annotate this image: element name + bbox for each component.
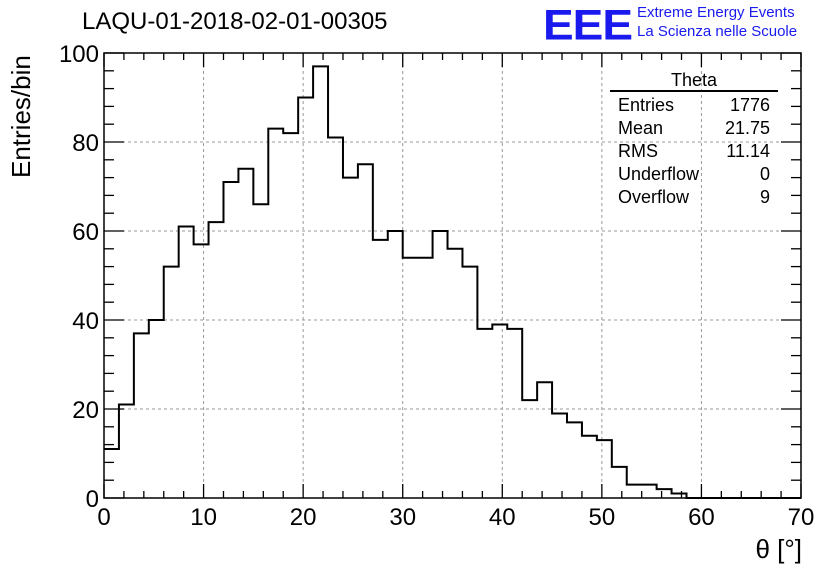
histogram-bin — [179, 227, 194, 498]
histogram-bin — [597, 440, 612, 498]
histogram-bin — [373, 240, 388, 498]
y-axis-label: Entries/bin — [6, 55, 36, 178]
histogram-bin — [462, 267, 477, 498]
histogram-bin — [448, 249, 463, 498]
x-tick-label: 0 — [97, 504, 110, 531]
stats-value: 21.75 — [724, 118, 770, 138]
x-tick-label: 50 — [589, 504, 616, 531]
histogram-bin — [627, 485, 642, 498]
histogram-bin — [134, 333, 149, 498]
stats-value: 9 — [759, 187, 770, 207]
histogram-bin — [283, 133, 298, 498]
stats-row-rms: RMS 11.14 — [610, 140, 778, 163]
histogram-bin — [537, 382, 552, 498]
histogram-bin — [253, 204, 268, 498]
histogram-bin — [149, 320, 164, 498]
y-tick-label: 60 — [72, 219, 99, 246]
y-tick-label: 40 — [72, 308, 99, 335]
stats-value: 0 — [759, 164, 770, 184]
x-tick-label: 40 — [489, 504, 516, 531]
histogram-bin — [657, 489, 672, 498]
histogram-bin — [119, 405, 134, 498]
histogram-bin — [567, 422, 582, 498]
histogram-bin — [194, 244, 209, 498]
histogram-bin — [552, 413, 567, 498]
stats-row-underflow: Underflow 0 — [610, 163, 778, 186]
x-tick-label: 30 — [389, 504, 416, 531]
stats-title: Theta — [610, 70, 778, 92]
stats-row-entries: Entries 1776 — [610, 94, 778, 117]
histogram-bin — [313, 66, 328, 498]
x-tick-label: 70 — [788, 504, 815, 531]
y-tick-label: 20 — [72, 397, 99, 424]
histogram-bin — [238, 169, 253, 498]
histogram-bin — [433, 231, 448, 498]
histogram-bin — [388, 231, 403, 498]
histogram-bin — [328, 138, 343, 498]
x-tick-label: 60 — [688, 504, 715, 531]
y-tick-label: 100 — [59, 41, 99, 68]
x-axis-label: θ [°] — [755, 534, 802, 564]
histogram-bin — [492, 324, 507, 498]
histogram-outline — [104, 65, 801, 499]
stats-label: RMS — [618, 141, 658, 161]
histogram-bin — [268, 129, 283, 498]
x-tick-label: 10 — [190, 504, 217, 531]
eee-logo-mark: EEE — [543, 1, 633, 49]
histogram-bin — [582, 436, 597, 498]
histogram-bins — [104, 66, 686, 498]
histogram-bin — [642, 485, 657, 498]
y-tick-label: 0 — [86, 486, 99, 513]
stats-value: 1776 — [729, 95, 770, 115]
histogram-bin — [223, 182, 238, 498]
logo-line-2: La Scienza nelle Scuole — [637, 23, 798, 40]
histogram-bin — [104, 449, 119, 498]
chart-title: LAQU-01-2018-02-01-00305 — [82, 8, 388, 35]
eee-logo-text: Extreme Energy Events La Scienza nelle S… — [637, 3, 797, 41]
stats-row-mean: Mean 21.75 — [610, 117, 778, 140]
histogram-bin — [418, 258, 433, 498]
y-tick-labels: 0 20 40 60 80 100 — [59, 41, 99, 513]
stats-label: Overflow — [618, 187, 690, 207]
stats-box: Theta Entries 1776 Mean 21.75 RMS 11.14 … — [610, 70, 778, 209]
stats-label: Underflow — [618, 164, 700, 184]
histogram-bin — [612, 467, 627, 498]
grid-lines — [104, 53, 801, 498]
stats-label: Mean — [618, 118, 664, 138]
histogram-bin — [522, 400, 537, 498]
x-tick-labels: 0 10 20 30 40 50 60 70 — [97, 504, 814, 531]
histogram-bin — [209, 222, 224, 498]
histogram-bin — [403, 258, 418, 498]
histogram-bin — [343, 178, 358, 498]
histogram-bin — [358, 164, 373, 498]
plot-frame — [103, 52, 802, 499]
x-tick-label: 20 — [290, 504, 317, 531]
stats-row-overflow: Overflow 9 — [610, 186, 778, 209]
histogram-bin — [298, 98, 313, 499]
histogram-bin — [164, 267, 179, 498]
histogram-bin — [477, 329, 492, 498]
axis-ticks — [103, 52, 802, 499]
histogram-bin — [507, 329, 522, 498]
stats-value: 11.14 — [726, 141, 770, 161]
stats-label: Entries — [618, 95, 675, 115]
logo-line-1: Extreme Energy Events — [637, 4, 795, 21]
y-tick-label: 80 — [72, 130, 99, 157]
